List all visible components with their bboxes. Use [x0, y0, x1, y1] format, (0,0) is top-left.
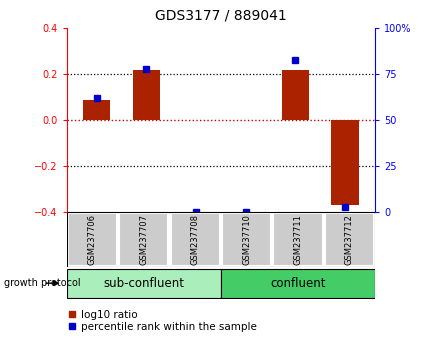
Bar: [281, 70, 308, 120]
Legend: log10 ratio, percentile rank within the sample: log10 ratio, percentile rank within the …: [68, 310, 257, 332]
Bar: [67, 269, 221, 297]
Text: GSM237710: GSM237710: [242, 215, 251, 265]
Text: confluent: confluent: [270, 277, 325, 290]
Bar: [324, 213, 373, 266]
Text: GSM237707: GSM237707: [139, 214, 148, 266]
Bar: [331, 120, 358, 205]
Bar: [83, 100, 110, 120]
Bar: [170, 213, 219, 266]
Text: GSM237712: GSM237712: [344, 215, 353, 265]
Text: GSM237708: GSM237708: [190, 214, 199, 266]
Bar: [119, 213, 168, 266]
Text: growth protocol: growth protocol: [4, 278, 81, 288]
Bar: [273, 213, 322, 266]
Text: sub-confluent: sub-confluent: [103, 277, 184, 290]
Text: GSM237706: GSM237706: [88, 214, 97, 266]
Bar: [132, 70, 160, 120]
Text: GSM237711: GSM237711: [293, 215, 302, 265]
Bar: [68, 213, 117, 266]
Text: GDS3177 / 889041: GDS3177 / 889041: [155, 9, 286, 23]
Bar: [221, 213, 270, 266]
Bar: [221, 269, 374, 297]
